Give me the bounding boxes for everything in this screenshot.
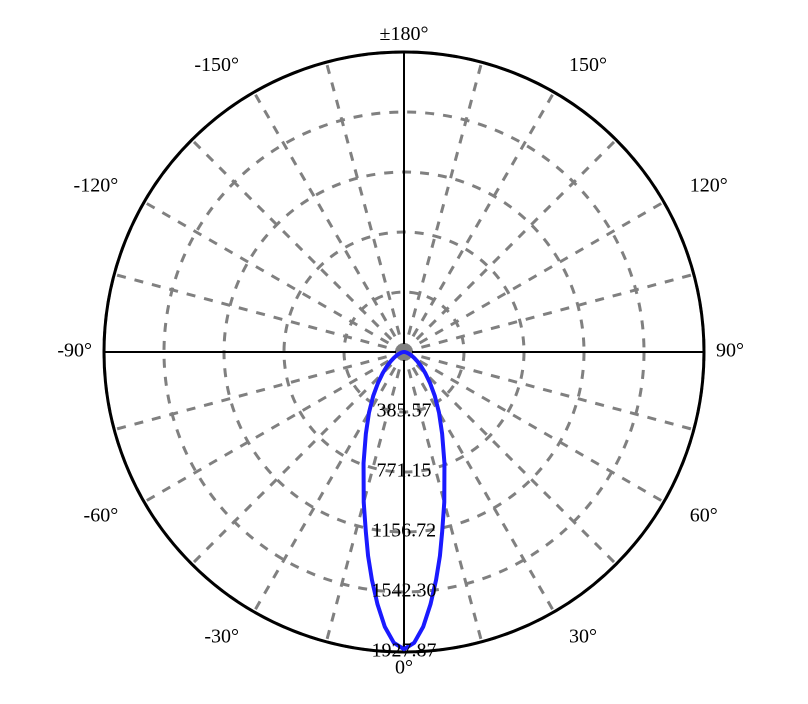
angle-tick-label: 60° xyxy=(690,505,718,527)
radial-tick-label: 771.15 xyxy=(377,460,432,482)
angle-tick-label: 30° xyxy=(569,625,597,647)
radial-tick-label: 1156.72 xyxy=(372,520,436,542)
angle-tick-label: -90° xyxy=(57,340,92,362)
angle-tick-label: -150° xyxy=(194,54,239,76)
angle-tick-label: 90° xyxy=(716,340,744,362)
angle-tick-label: 0° xyxy=(395,657,413,679)
polar-chart: 385.57771.151156.721542.301927.870°30°60… xyxy=(0,0,808,704)
angle-tick-label: 150° xyxy=(569,54,607,76)
angle-tick-label: ±180° xyxy=(380,23,429,45)
radial-tick-label: 385.57 xyxy=(377,400,432,422)
radial-tick-label: 1542.30 xyxy=(372,580,437,602)
angle-tick-label: -30° xyxy=(204,625,239,647)
angle-tick-label: 120° xyxy=(690,175,728,197)
angle-tick-label: -60° xyxy=(84,505,119,527)
angle-tick-label: -120° xyxy=(74,175,119,197)
